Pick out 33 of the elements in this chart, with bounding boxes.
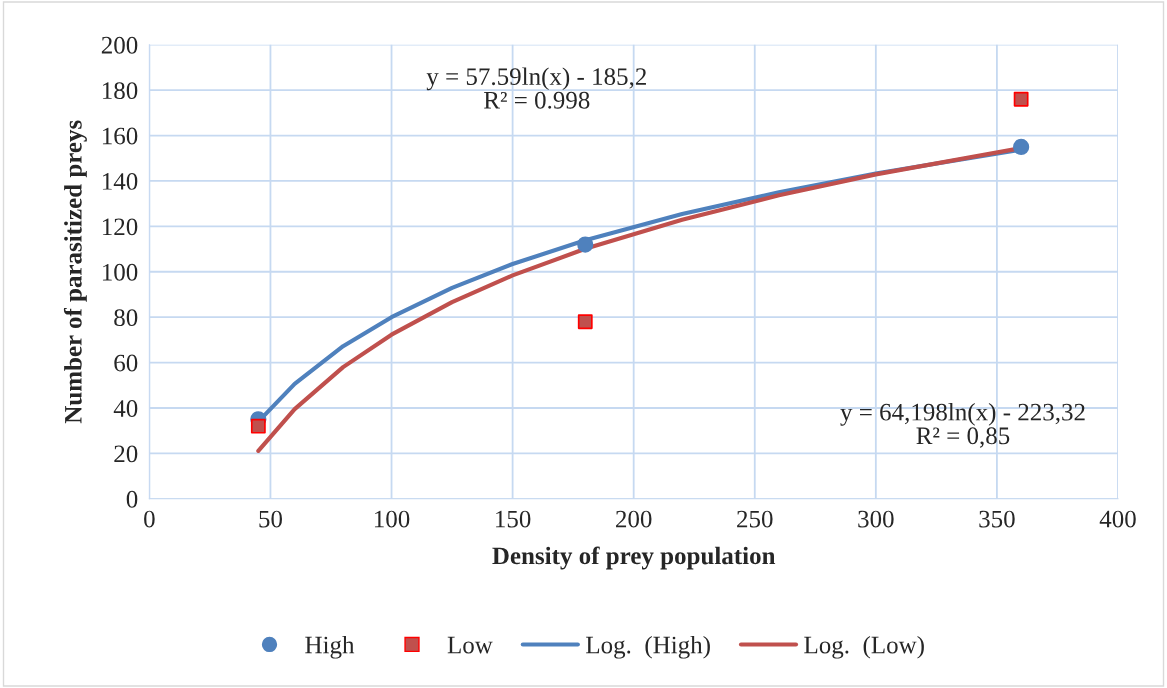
x-tick-label: 150	[496, 510, 531, 528]
point	[577, 236, 594, 253]
y-tick-label: 100	[102, 263, 138, 281]
x-tick-label: 400	[1099, 510, 1136, 528]
legend-label: Low	[447, 636, 493, 654]
point	[1013, 91, 1029, 107]
point	[1013, 138, 1030, 156]
x-tick-label: 0	[144, 510, 155, 528]
y-tick-label: 60	[114, 354, 138, 372]
x-tick-label: 300	[858, 510, 894, 528]
y-tick-label: 180	[102, 82, 138, 100]
annotation: y = 57.59ln(x) - 185,2 R² = 0.998	[426, 67, 646, 109]
y-tick-label: 20	[114, 445, 138, 463]
y-tick-label: 80	[114, 309, 138, 327]
annotation: y = 64,198ln(x) - 223,32 R² = 0,85	[840, 403, 1085, 448]
legend-label: Log. (High)	[586, 635, 710, 659]
x-tick-label: 250	[737, 510, 773, 528]
y-tick-label: 160	[102, 127, 138, 145]
x-tick-label: 350	[979, 510, 1015, 528]
legend-label: Log. (Low)	[804, 635, 924, 659]
y-tick-label: 120	[102, 218, 138, 236]
x-tick-label: 50	[259, 510, 282, 528]
y-axis-title: Number of parasitized preys	[63, 120, 87, 424]
legend-label: High	[305, 635, 355, 659]
point	[577, 314, 593, 330]
y-tick-label: 200	[101, 36, 138, 54]
y-tick-label: 40	[113, 400, 138, 417]
y-tick-label: 140	[102, 172, 138, 190]
point	[250, 418, 266, 434]
y-tick-label: 0	[126, 490, 138, 508]
x-tick-label: 200	[616, 510, 652, 528]
x-axis-title: Density of prey population	[492, 546, 776, 570]
x-tick-label: 100	[374, 510, 410, 528]
